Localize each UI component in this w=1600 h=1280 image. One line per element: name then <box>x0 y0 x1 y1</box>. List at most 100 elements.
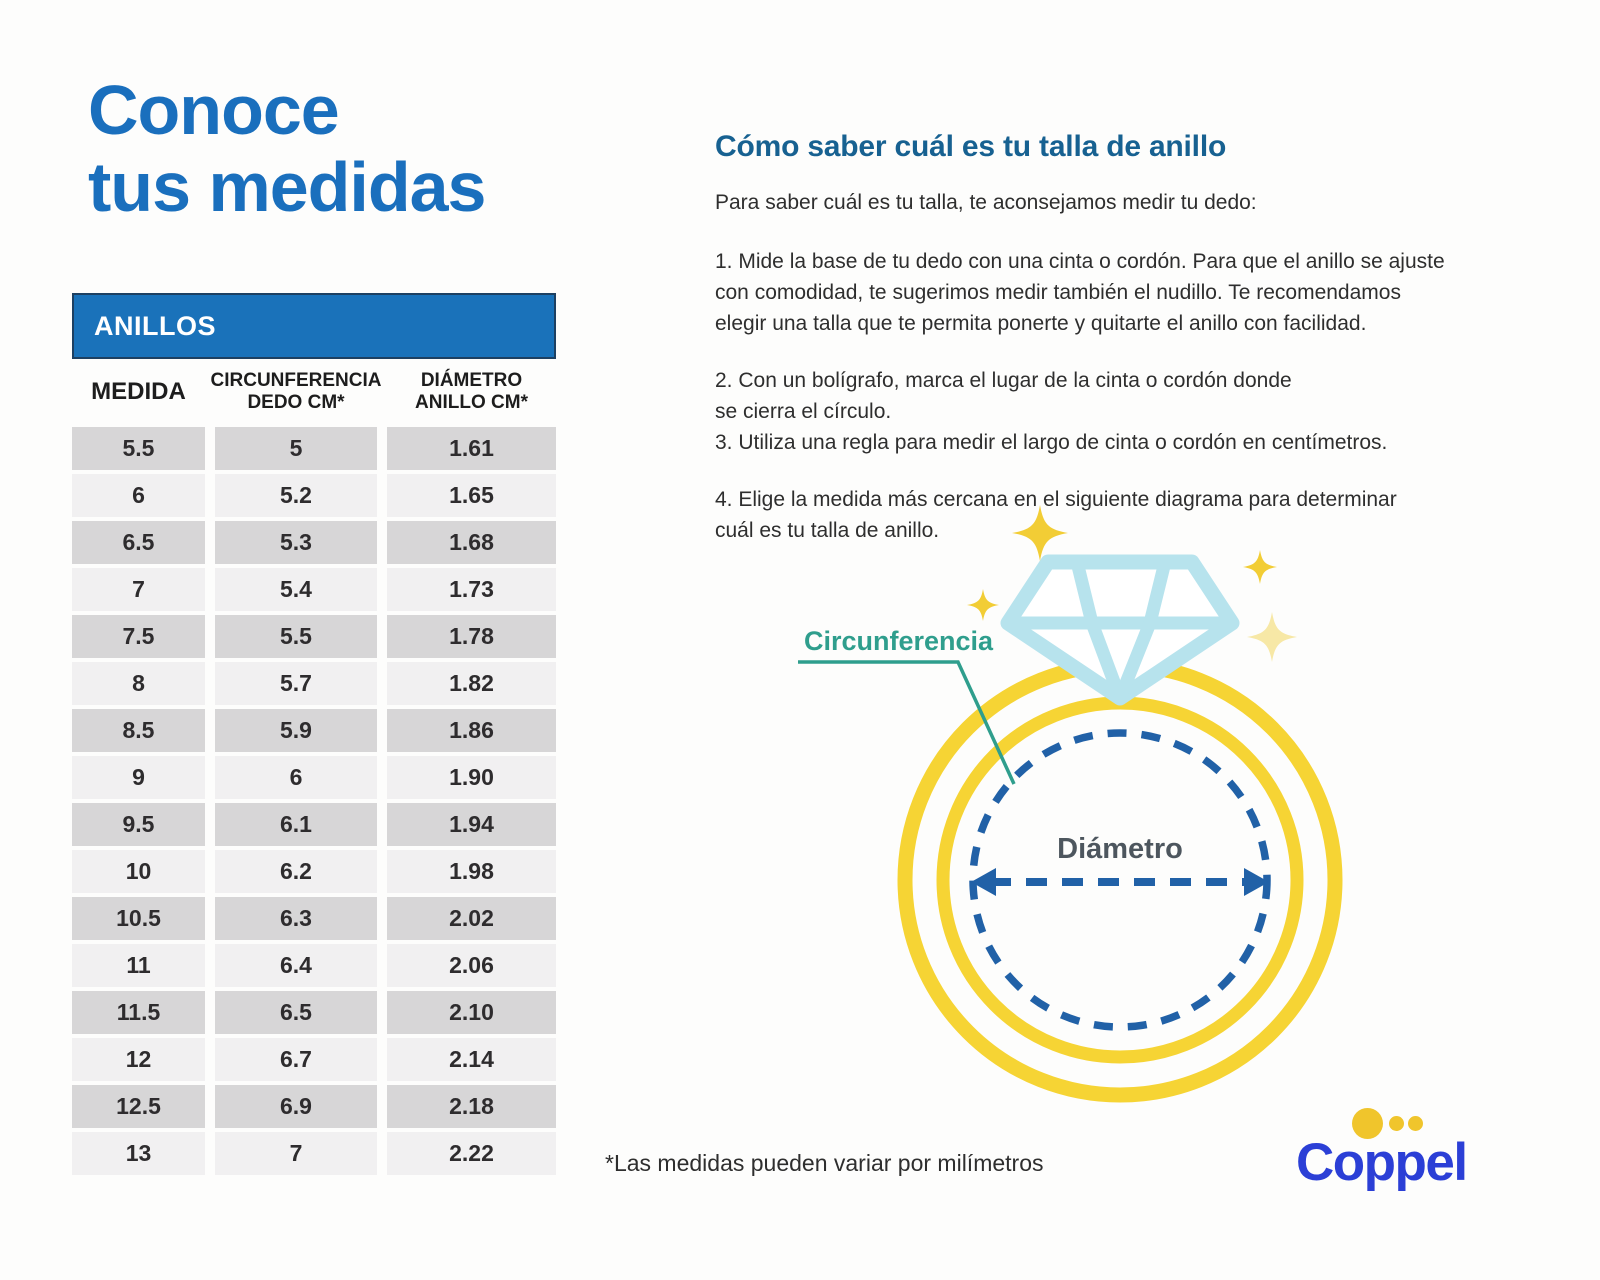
diamond-facet-right <box>1113 555 1172 705</box>
footnote: *Las medidas pueden variar por milímetro… <box>605 1150 1044 1176</box>
table-row: 11 6.4 2.06 <box>72 944 556 987</box>
table-row: 13 7 2.22 <box>72 1132 556 1175</box>
ring-diagram: Diámetro Circunferencia <box>798 505 1343 1103</box>
table-row: 8.5 5.9 1.86 <box>72 709 556 752</box>
circumference-callout-line <box>798 660 1016 785</box>
table-cell: 11 <box>72 944 205 987</box>
page-title: Conoce tus medidas <box>88 71 486 226</box>
table-cell: 11.5 <box>72 991 205 1034</box>
circumference-label: Circunferencia <box>804 626 994 656</box>
diameter-arrow-left-head <box>971 868 996 896</box>
instruction-step-1: 1. Mide la base de tu dedo con una cinta… <box>715 250 1445 335</box>
table-cell: 5.3 <box>215 521 377 564</box>
diameter-label: Diámetro <box>1057 833 1183 865</box>
table-cell: 2.14 <box>387 1038 556 1081</box>
sparkle-icon-1 <box>1012 505 1068 561</box>
table-cell: 2.22 <box>387 1132 556 1175</box>
table-header-bar: ANILLOS <box>72 293 556 359</box>
table-cell: 1.65 <box>387 474 556 517</box>
table-cell: 6.5 <box>215 991 377 1034</box>
table-cell: 6 <box>72 474 205 517</box>
table-cell: 6.2 <box>215 850 377 893</box>
table-row: 7.5 5.5 1.78 <box>72 615 556 658</box>
size-table: ANILLOS MEDIDA CIRCUNFERENCIA DEDO CM* D… <box>72 293 556 1179</box>
table-cell: 6.9 <box>215 1085 377 1128</box>
table-cell: 2.10 <box>387 991 556 1034</box>
size-table-body: 5.5 5 1.61 6 5.2 1.65 6.5 5.3 1.68 7 5.4 1.73 7.5 5.5… <box>72 427 556 1175</box>
table-cell: 13 <box>72 1132 205 1175</box>
table-cell: 5.4 <box>215 568 377 611</box>
instructions-panel: Cómo saber cuál es tu talla de anillo Pa… <box>715 130 1525 572</box>
table-cell: 7.5 <box>72 615 205 658</box>
sparkle-icon-2 <box>967 589 999 621</box>
table-cell: 2.18 <box>387 1085 556 1128</box>
table-row: 5.5 5 1.61 <box>72 427 556 470</box>
table-cell: 10.5 <box>72 897 205 940</box>
table-cell: 7 <box>215 1132 377 1175</box>
table-cell: 6.3 <box>215 897 377 940</box>
table-cell: 6.4 <box>215 944 377 987</box>
table-cell: 1.94 <box>387 803 556 846</box>
diameter-arrow-right-head <box>1244 868 1269 896</box>
table-cell: 9 <box>72 756 205 799</box>
column-header-medida: MEDIDA <box>91 378 186 405</box>
table-cell: 8.5 <box>72 709 205 752</box>
table-cell: 9.5 <box>72 803 205 846</box>
column-header-circunferencia: CIRCUNFERENCIA DEDO CM* <box>210 370 382 413</box>
table-cell: 5.7 <box>215 662 377 705</box>
table-cell: 6.1 <box>215 803 377 846</box>
table-cell: 12 <box>72 1038 205 1081</box>
table-cell: 5.5 <box>72 427 205 470</box>
table-cell: 5 <box>215 427 377 470</box>
logo-dot-small-1 <box>1389 1116 1404 1131</box>
table-cell: 5.2 <box>215 474 377 517</box>
table-cell: 6 <box>215 756 377 799</box>
table-cell: 5.5 <box>215 615 377 658</box>
instruction-step-2: 2. Con un bolígrafo, marca el lugar de l… <box>715 369 1292 423</box>
table-cell: 2.02 <box>387 897 556 940</box>
table-cell: 1.73 <box>387 568 556 611</box>
table-cell: 12.5 <box>72 1085 205 1128</box>
sparkle-icon-3 <box>1243 550 1277 584</box>
diamond-icon <box>1000 554 1240 706</box>
circumference-dashed-circle <box>969 729 1271 1031</box>
table-column-headers: MEDIDA CIRCUNFERENCIA DEDO CM* DIÁMETRO … <box>72 363 556 421</box>
table-row: 11.5 6.5 2.10 <box>72 991 556 1034</box>
table-row: 7 5.4 1.73 <box>72 568 556 611</box>
table-row: 12 6.7 2.14 <box>72 1038 556 1081</box>
table-row: 12.5 6.9 2.18 <box>72 1085 556 1128</box>
coppel-logo-text: Coppel <box>1296 1133 1468 1192</box>
page-title-line1: Conoce <box>88 71 340 149</box>
coppel-logo: Coppel <box>1280 1088 1490 1198</box>
sparkle-icon-4 <box>1247 612 1297 662</box>
table-row: 6 5.2 1.65 <box>72 474 556 517</box>
table-row: 9 6 1.90 <box>72 756 556 799</box>
table-cell: 5.9 <box>215 709 377 752</box>
table-cell: 1.98 <box>387 850 556 893</box>
logo-dot-large <box>1352 1108 1383 1139</box>
table-row: 10 6.2 1.98 <box>72 850 556 893</box>
table-cell: 2.06 <box>387 944 556 987</box>
table-cell: 8 <box>72 662 205 705</box>
column-header-diametro: DIÁMETRO ANILLO CM* <box>415 370 528 413</box>
table-row: 6.5 5.3 1.68 <box>72 521 556 564</box>
table-row: 8 5.7 1.82 <box>72 662 556 705</box>
table-cell: 6.7 <box>215 1038 377 1081</box>
page-title-line2: tus medidas <box>88 148 486 226</box>
table-cell: 1.68 <box>387 521 556 564</box>
instruction-step-3: 3. Utiliza una regla para medir el largo… <box>715 431 1388 454</box>
table-cell: 1.61 <box>387 427 556 470</box>
table-cell: 1.82 <box>387 662 556 705</box>
table-cell: 1.90 <box>387 756 556 799</box>
table-cell: 6.5 <box>72 521 205 564</box>
diamond-facet-left <box>1070 555 1127 705</box>
instructions-heading: Cómo saber cuál es tu talla de anillo <box>715 130 1227 163</box>
table-cell: 1.86 <box>387 709 556 752</box>
table-cell: 10 <box>72 850 205 893</box>
table-cell: 7 <box>72 568 205 611</box>
table-row: 10.5 6.3 2.02 <box>72 897 556 940</box>
instructions-intro: Para saber cuál es tu talla, te aconseja… <box>715 191 1257 214</box>
logo-dot-small-2 <box>1408 1116 1423 1131</box>
instruction-step-4: 4. Elige la medida más cercana en el sig… <box>715 488 1397 542</box>
